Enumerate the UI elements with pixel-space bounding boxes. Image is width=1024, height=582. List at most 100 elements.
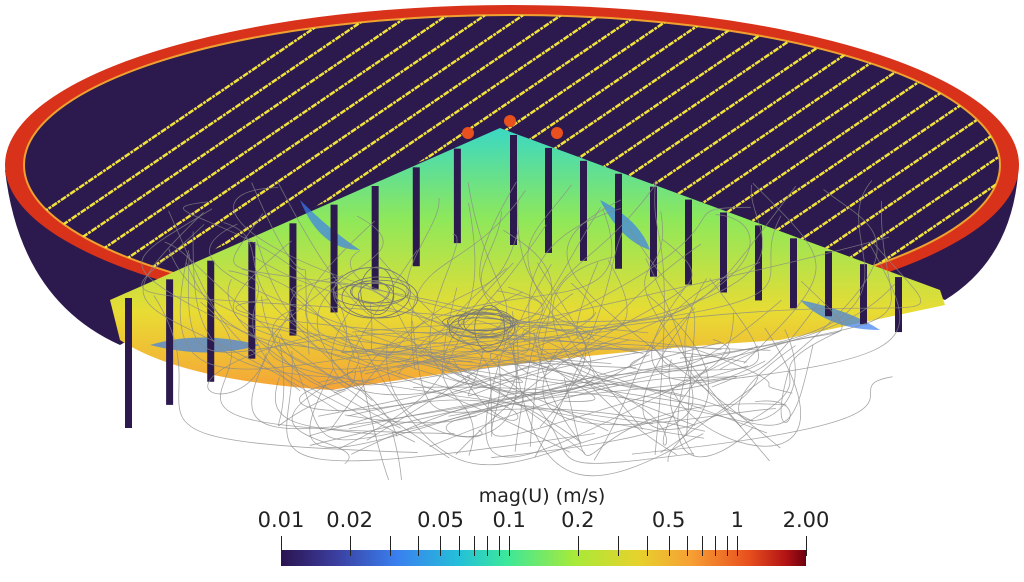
colorbar-tick [726,536,728,556]
streamline [631,376,893,455]
streamline [332,288,487,366]
colorbar-tick [715,536,717,556]
streamline [305,220,705,407]
streamline [593,262,761,461]
baffle [545,147,552,253]
cfd-render-view[interactable] [0,0,1024,480]
streamline [668,327,802,447]
streamline [514,180,659,452]
streamline [501,206,751,346]
streamline [286,351,595,462]
streamline [325,281,630,367]
streamline [350,278,759,455]
streamline [369,303,684,397]
streamline [299,345,606,411]
streamline [347,184,764,374]
vortex-streamline [446,312,517,332]
baffle [289,223,297,336]
streamline [479,181,595,340]
baffle [895,277,902,333]
colorbar-label: 1 [730,508,744,532]
colorbar-tick [806,536,807,556]
streamline [552,256,678,456]
vortex-streamline [360,266,395,316]
streamline [429,233,479,385]
streamline [274,376,377,435]
streamline [344,311,519,424]
baffle [580,160,587,261]
streamline [630,338,731,371]
streamline [669,312,734,457]
colorbar [281,550,806,566]
streamline [534,230,624,458]
streamline [360,208,613,375]
streamline [141,208,352,387]
baffle [412,167,420,267]
streamline [209,223,609,432]
streamline [251,311,600,430]
streamline [364,240,922,375]
streamline [352,185,797,333]
streamline [413,344,814,426]
streamline [680,180,873,359]
streamline [646,294,709,462]
colorbar-label: 0.02 [326,508,374,532]
vortex-streamline [458,308,514,335]
streamline [227,279,401,429]
baffle [720,212,727,293]
streamline [521,208,621,355]
streamline [347,354,519,421]
streamline [517,200,587,428]
colorbar-tick [281,536,282,556]
streamline [491,278,707,459]
vortex-streamline [350,279,410,304]
vortex-streamline [334,282,407,307]
baffle [685,199,692,285]
streamline [527,184,644,430]
streamline [396,206,602,369]
streamline [448,283,896,417]
baffle [125,298,132,428]
streamline [443,287,747,371]
tray-stripe [24,15,371,300]
streamline [185,262,520,398]
streamline [358,282,595,355]
vortex-streamline [442,313,519,331]
baffle [207,260,215,382]
streamline [251,182,310,355]
streamline [289,276,398,437]
colorbar-label: 0.05 [417,508,464,532]
streamline [261,296,483,370]
streamline [228,270,301,392]
colorbar-label: 0.1 [492,508,526,532]
streamline [412,320,706,432]
baffle [453,148,461,244]
streamline [153,295,418,453]
streamline [456,236,890,339]
streamline [644,211,770,462]
streamline [429,301,820,448]
streamline [308,243,702,437]
colorbar-tick [498,536,500,556]
colorbar-label: 2.00 [782,508,830,532]
nozzle-marker [551,127,563,139]
colorbar-label: 0.2 [561,508,595,532]
colorbar-tick [701,536,703,556]
streamline [279,333,674,441]
colorbar-tick [349,536,351,556]
baffle [615,173,622,269]
streamline [179,250,571,370]
vortex-streamline [333,267,411,319]
streamline [187,253,639,354]
baffle [860,264,867,325]
baffle [166,279,174,405]
streamline [331,296,470,396]
colorbar-tick [686,536,688,556]
streamline [739,330,842,427]
colorbar-tick [668,536,670,556]
streamline [503,312,597,355]
colorbar-tick [509,536,511,556]
streamline [628,227,696,435]
streamline [235,299,771,351]
streamline [651,286,737,388]
